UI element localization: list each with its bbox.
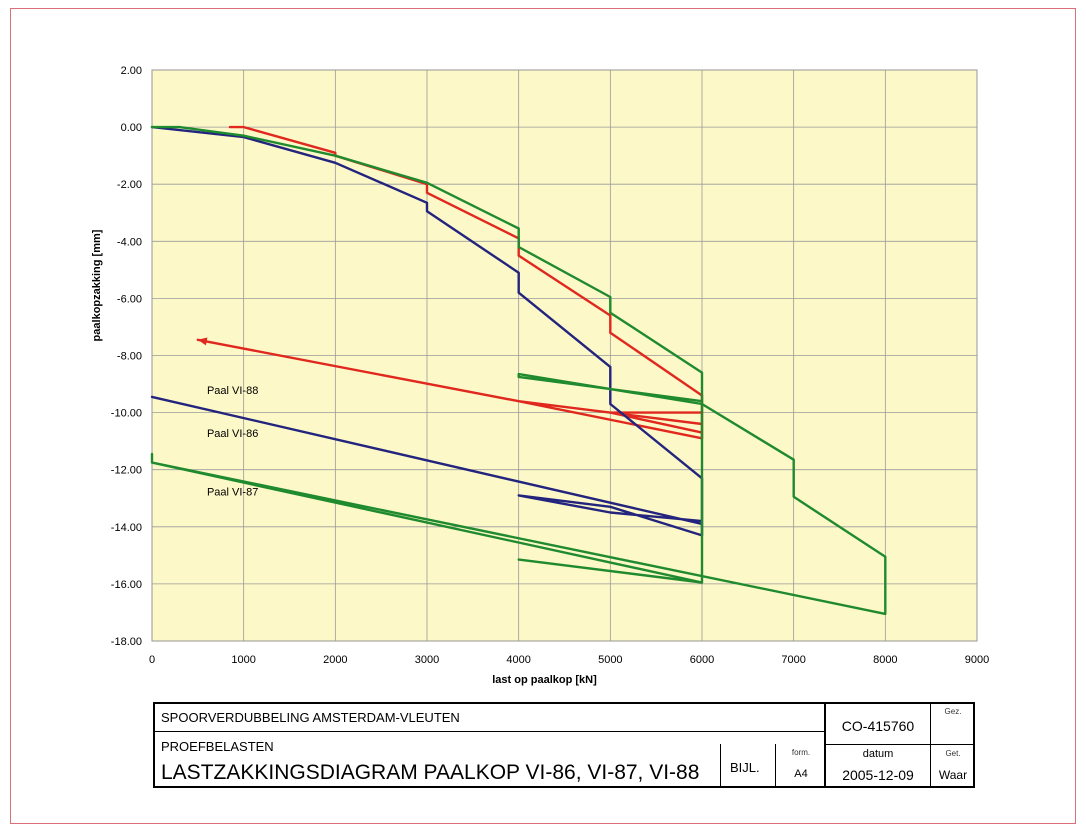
get-label: Get. <box>945 749 961 758</box>
series-label: Paal VI-88 <box>207 385 258 397</box>
x-tick-label: 2000 <box>323 654 347 666</box>
y-tick-label: -10.00 <box>111 408 142 420</box>
series-line-paal-vi-87 <box>150 125 887 616</box>
x-tick-label: 7000 <box>781 654 805 666</box>
x-tick-label: 9000 <box>965 654 989 666</box>
y-tick-label: -8.00 <box>117 351 142 363</box>
x-tick-labels: 0 1000 2000 3000 4000 5000 6000 7000 8000 9000 <box>149 654 989 666</box>
y-tick-label: -18.00 <box>111 636 142 648</box>
gez-label: Gez. <box>944 707 962 716</box>
x-tick-label: 1000 <box>231 654 255 666</box>
y-tick-label: -14.00 <box>111 522 142 534</box>
x-axis-title: last op paalkop [kN] <box>492 674 597 686</box>
y-tick-label: 2.00 <box>121 65 142 77</box>
x-tick-label: 3000 <box>415 654 439 666</box>
datum-label: datum <box>862 748 894 760</box>
arrowhead-marker <box>197 337 208 346</box>
form-label: form. <box>791 748 811 757</box>
y-tick-label: 0.00 <box>121 122 142 134</box>
y-tick-label: -6.00 <box>117 293 142 305</box>
series-label: Paal VI-87 <box>207 486 258 498</box>
y-tick-labels: 2.00 0.00 -2.00 -4.00 -6.00 -8.00 -10.00 -12.00… <box>111 65 142 648</box>
project-name: SPOORVERDUBBELING AMSTERDAM-VLEUTEN <box>161 710 460 725</box>
x-tick-label: 6000 <box>690 654 714 666</box>
y-tick-label: -16.00 <box>111 579 142 591</box>
bijl-label: BIJL. <box>730 760 760 775</box>
x-tick-label: 8000 <box>873 654 897 666</box>
title-block: SPOORVERDUBBELING AMSTERDAM-VLEUTEN PROE… <box>153 702 975 788</box>
drawing-title: LASTZAKKINGSDIAGRAM PAALKOP VI-86, VI-87… <box>161 761 700 784</box>
drawing-sheet-border <box>10 8 1076 824</box>
y-axis-title: paalkopzakking [mm] <box>91 229 103 341</box>
series-line-paal-vi-86 <box>150 125 704 537</box>
series-layer <box>150 125 887 616</box>
x-tick-label: 0 <box>149 654 155 666</box>
y-tick-label: -2.00 <box>117 179 142 191</box>
subject-text: PROEFBELASTEN <box>161 739 274 754</box>
y-tick-label: -4.00 <box>117 236 142 248</box>
series-labels: Paal VI-88 Paal VI-86 Paal VI-87 <box>207 385 258 498</box>
y-tick-label: -12.00 <box>111 465 142 477</box>
form-value: A4 <box>794 768 808 780</box>
load-settlement-chart: 0 1000 2000 3000 4000 5000 6000 7000 8000 9000 2.… <box>91 65 989 686</box>
x-tick-label: 4000 <box>506 654 530 666</box>
datum-value: 2005-12-09 <box>842 767 914 783</box>
document-number: CO-415760 <box>841 718 915 734</box>
x-tick-label: 5000 <box>598 654 622 666</box>
series-label: Paal VI-86 <box>207 428 258 440</box>
get-value: Waar <box>938 768 968 782</box>
